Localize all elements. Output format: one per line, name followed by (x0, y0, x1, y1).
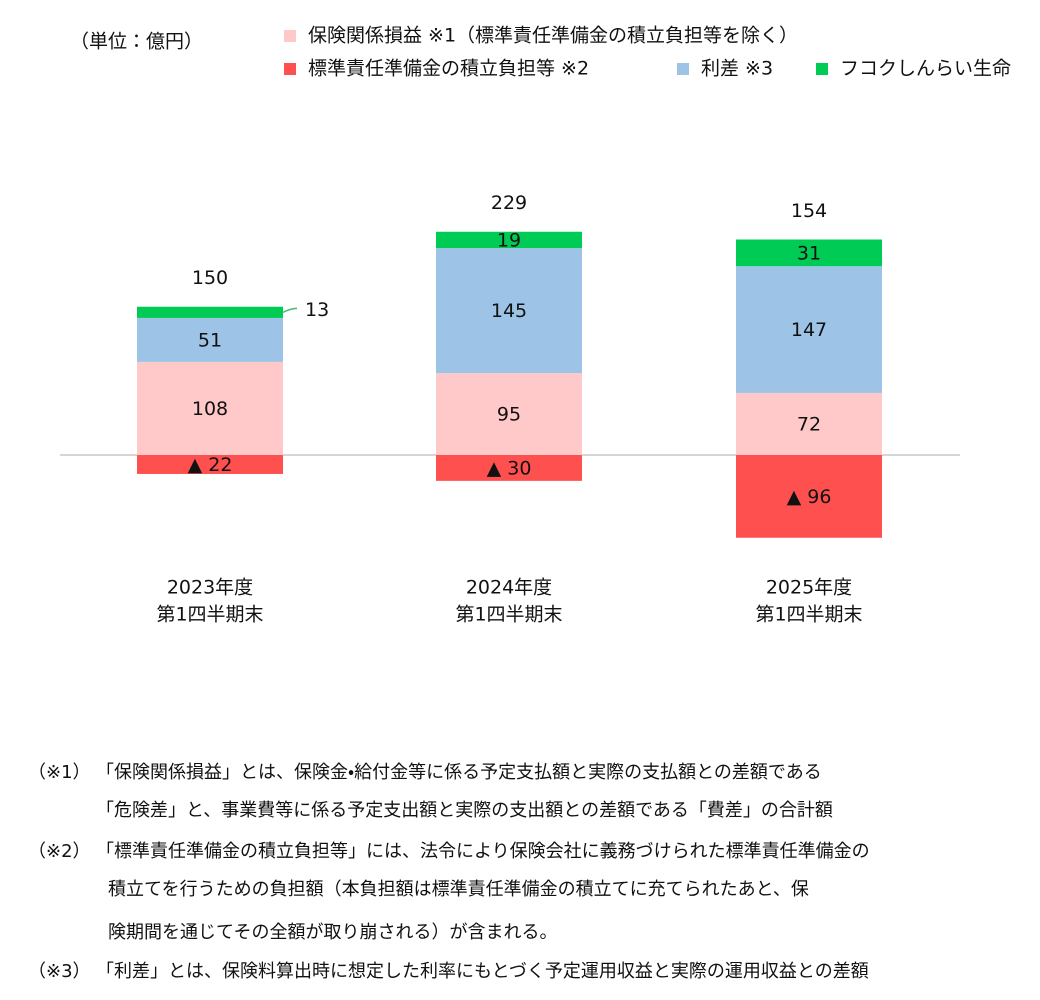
data-label: ▲ 30 (487, 457, 532, 479)
data-label: 145 (491, 300, 527, 322)
note-text: 険期間を通じてその全額が取り崩される）が含まれる。 (108, 922, 557, 943)
total-label: 229 (491, 192, 527, 214)
legend-swatch (284, 30, 296, 42)
x-tick-label: 第1四半期末 (455, 604, 562, 626)
legend-swatch (816, 63, 828, 75)
legend-label: 標準責任準備金の積立負担等 ※2 (308, 58, 589, 80)
data-label: 51 (198, 329, 222, 351)
legend-swatch (677, 63, 689, 75)
note-marker: （※1） (28, 762, 91, 783)
bar-segment (137, 455, 283, 474)
data-label: 19 (497, 229, 521, 251)
data-label: 13 (305, 299, 329, 321)
legend-label: 保険関係損益 ※1（標準責任準備金の積立負担等を除く） (308, 25, 798, 47)
x-tick-label: 第1四半期末 (755, 604, 862, 626)
x-tick-label: 2023年度 (167, 577, 253, 599)
bar-segment (736, 266, 882, 393)
leader-line (282, 307, 298, 314)
unit-label: （単位：億円） (70, 31, 203, 53)
x-tick-label: 第1四半期末 (156, 604, 263, 626)
bar-segment (137, 306, 283, 318)
bar-segment (436, 248, 582, 374)
bar-segment (436, 231, 582, 249)
note-text: 積立てを行うための負担額（本負担額は標準責任準備金の積立てに充てられたあと、保 (108, 879, 809, 900)
bar-segment (736, 392, 882, 455)
note-text: 「保険関係損益」とは、保険金・給付金等に係る予定支払額と実際の支払額との差額であ… (96, 762, 822, 783)
note-text: 「危険差」と、事業費等に係る予定支出額と実際の支出額との差額である「費差」の合計… (96, 800, 833, 821)
data-label: ▲ 22 (188, 454, 233, 476)
bar-segment (137, 317, 283, 362)
x-tick-label: 2025年度 (766, 577, 852, 599)
data-label: 95 (497, 404, 521, 426)
legend-label: 利差 ※3 (701, 58, 773, 80)
data-label: 147 (791, 319, 827, 341)
x-tick-label: 2024年度 (466, 577, 552, 599)
bar-segment (436, 455, 582, 481)
legend-swatch (284, 63, 296, 75)
note-text: 「利差」とは、保険料算出時に想定した利率にもとづく予定運用収益と実際の運用収益と… (96, 961, 869, 982)
total-label: 150 (192, 267, 228, 289)
data-label: 72 (797, 413, 821, 435)
legend-label: フコクしんらい生命 (840, 58, 1011, 80)
bar-segment (736, 239, 882, 267)
data-label: ▲ 96 (787, 486, 832, 508)
note-marker: （※2） (28, 841, 91, 862)
bar-segment (736, 455, 882, 538)
total-label: 154 (791, 200, 827, 222)
data-label: 108 (192, 398, 228, 420)
bar-segment (137, 361, 283, 455)
note-text: 「標準責任準備金の積立負担等」には、法令により保険会社に義務づけられた標準責任準… (96, 841, 870, 862)
note-marker: （※3） (28, 961, 91, 982)
data-label: 31 (797, 242, 821, 264)
bar-segment (436, 373, 582, 455)
